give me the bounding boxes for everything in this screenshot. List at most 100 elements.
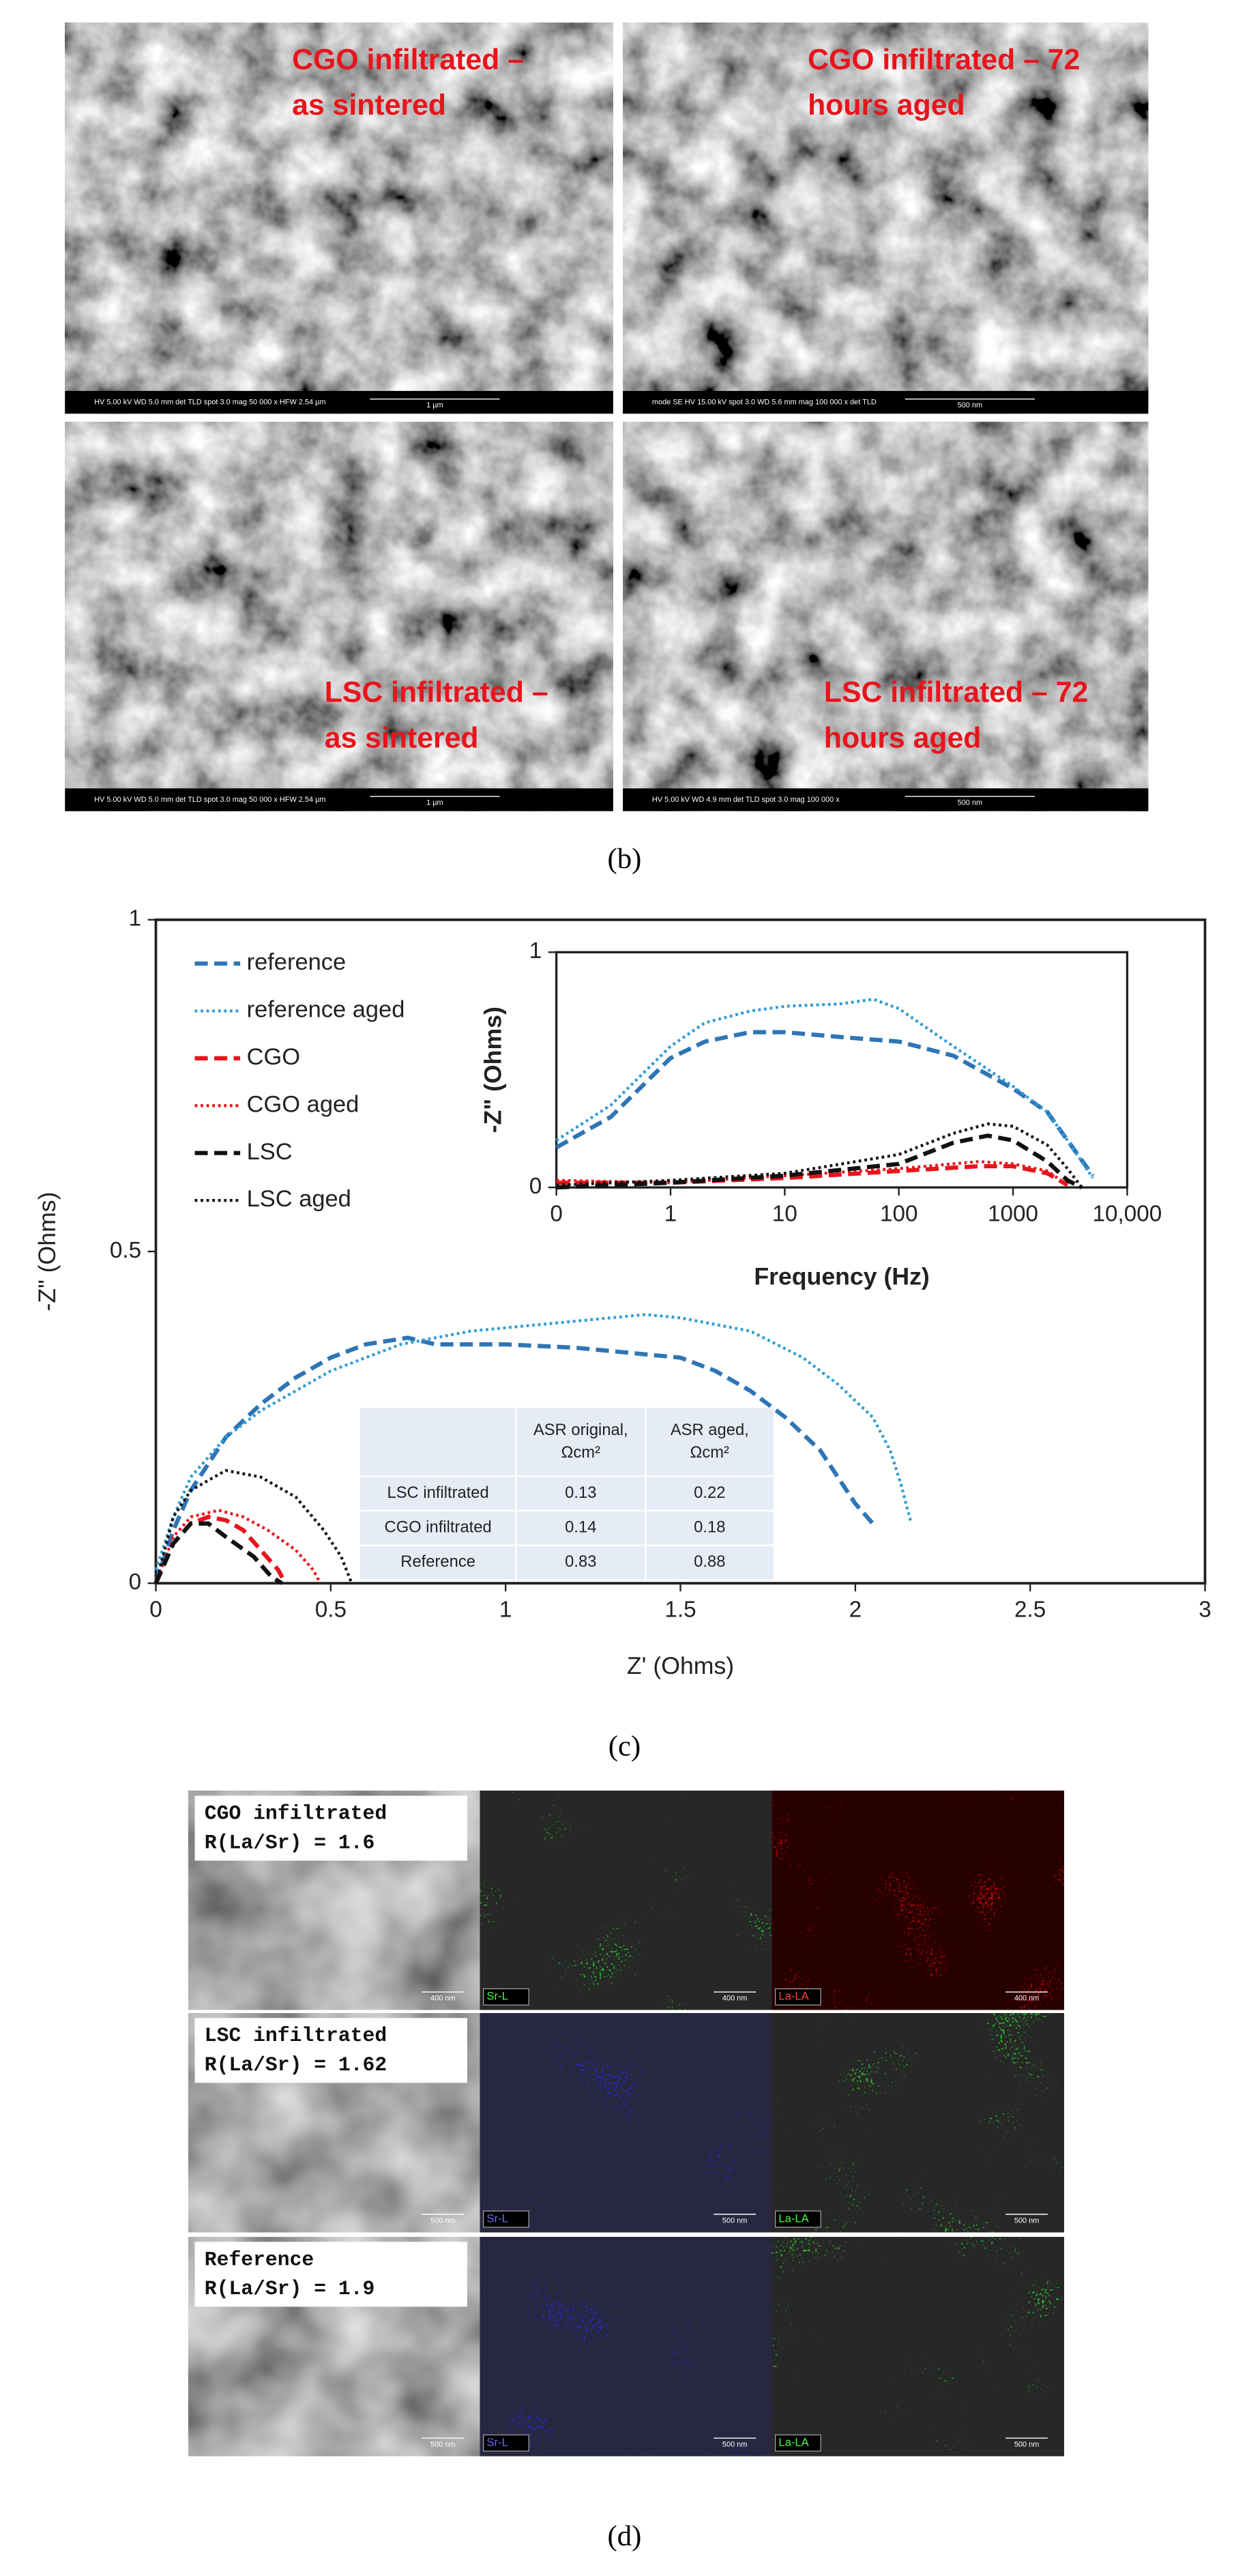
x-tick-label: 0 [149, 1597, 162, 1622]
x-tick-label: 2 [849, 1597, 862, 1622]
y-tick-label: 0.5 [110, 1238, 141, 1263]
map-tag-bg [774, 2210, 821, 2228]
panel-label: CGO infiltrated – [292, 44, 524, 76]
info-text: mode SE HV 15.00 kV spot 3.0 WD 5.6 mm m… [652, 398, 877, 406]
map-tag: La-LA [778, 1990, 809, 2003]
series-line [556, 1160, 1069, 1187]
y-tick-label: 1 [129, 906, 142, 931]
map-tag: La-LA [778, 2435, 809, 2448]
x-tick-label: 1.5 [664, 1597, 696, 1622]
map-tag-bg [483, 2434, 529, 2452]
table-header: Ωcm² [561, 1443, 600, 1462]
x-tick-label: 3 [1199, 1597, 1211, 1622]
panel-label: LSC infiltrated – 72 [824, 676, 1088, 709]
map-tag: Sr-L [486, 1990, 508, 2003]
scale-label: 500 nm [430, 2440, 455, 2448]
y-tick-label: 0 [529, 1174, 542, 1199]
table-cell: LSC infiltrated [387, 1484, 488, 1502]
series-line [153, 1521, 283, 1585]
panel-label: hours aged [808, 89, 965, 121]
sem-image [623, 23, 1149, 414]
legend-label: CGO aged [247, 1091, 359, 1117]
info-bar [623, 788, 1149, 811]
table-cell: Reference [400, 1552, 475, 1571]
sem-image [65, 23, 613, 414]
table-cell: 0.18 [694, 1518, 725, 1536]
scale-label: 500 nm [722, 2216, 747, 2225]
series-line [556, 1122, 1083, 1189]
legend-label: LSC [247, 1139, 293, 1165]
series-line [153, 1335, 875, 1584]
legend-label: reference aged [247, 997, 405, 1023]
table-cell: CGO infiltrated [385, 1518, 492, 1536]
y-tick-label: 0 [129, 1569, 142, 1595]
eds-label: LSC infiltrated [205, 2024, 387, 2047]
x-axis-label: Z' (Ohms) [627, 1652, 734, 1679]
panel-label: as sintered [325, 721, 479, 754]
scale-label: 500 nm [430, 2216, 455, 2225]
eds-label: R(La/Sr) = 1.6 [205, 1831, 375, 1854]
label-box [194, 2018, 467, 2083]
series-line [154, 1468, 353, 1584]
scale-label: 1 µm [426, 401, 443, 409]
table-cell: 0.88 [694, 1552, 725, 1571]
legend-label: reference [247, 949, 347, 975]
series-line [555, 1030, 1095, 1177]
scale-label: 400 nm [1014, 1995, 1039, 2003]
label-box [194, 2242, 467, 2307]
x-tick-label: 0 [550, 1201, 563, 1226]
info-bar [65, 788, 613, 811]
map-tag-bg [774, 1988, 821, 2006]
series-line [556, 1133, 1083, 1190]
x-tick-label: 1 [664, 1201, 677, 1226]
scale-label: 400 nm [722, 1995, 747, 2003]
series-line [154, 1508, 322, 1584]
table-cell: 0.13 [565, 1484, 596, 1502]
eds-map [480, 1791, 772, 2010]
eds-label: R(La/Sr) = 1.9 [205, 2277, 375, 2300]
scale-label: 500 nm [958, 799, 982, 807]
panel-label: LSC infiltrated – [325, 676, 548, 709]
table-cell: 0.22 [694, 1484, 725, 1502]
eds-label: R(La/Sr) = 1.62 [205, 2053, 387, 2076]
scale-label: 500 nm [1014, 2440, 1039, 2448]
table-header: Ωcm² [690, 1443, 729, 1462]
x-tick-label: 100 [880, 1201, 918, 1226]
info-bar [623, 390, 1149, 414]
eds-map [772, 2237, 1064, 2457]
x-tick-label: 10 [772, 1201, 797, 1226]
series-line [153, 1514, 287, 1584]
x-tick-label: 1000 [988, 1201, 1038, 1226]
scale-label: 500 nm [1014, 2216, 1039, 2225]
map-tag-bg [483, 1988, 529, 2006]
x-axis-label: Frequency (Hz) [754, 1263, 929, 1290]
y-axis-label: -Z" (Ohms) [33, 1192, 61, 1312]
x-tick-label: 2.5 [1014, 1597, 1046, 1622]
series-line [555, 998, 1094, 1179]
sem-image [65, 422, 613, 811]
y-tick-label: 1 [529, 938, 542, 964]
eds-map [480, 2013, 772, 2233]
eds-map [772, 2013, 1064, 2233]
y-axis-label: -Z" (Ohms) [480, 1007, 507, 1133]
map-tag: Sr-L [486, 2212, 508, 2225]
plot-frame [555, 951, 1129, 1189]
series-line [154, 1313, 913, 1571]
info-text: HV 5.00 kV WD 5.0 mm det TLD spot 3.0 ma… [94, 796, 325, 804]
table-cell: 0.14 [565, 1518, 596, 1536]
map-tag: La-LA [778, 2212, 809, 2225]
sem-image [623, 422, 1149, 811]
map-tag-bg [774, 2434, 821, 2452]
eds-label: Reference [205, 2248, 314, 2271]
caption: (d) [608, 2520, 642, 2552]
x-tick-label: 10,000 [1093, 1201, 1162, 1226]
legend-label: CGO [247, 1044, 300, 1070]
info-text: HV 5.00 kV WD 5.0 mm det TLD spot 3.0 ma… [94, 398, 325, 406]
eds-map [480, 2237, 772, 2457]
panel-label: hours aged [824, 721, 982, 754]
x-tick-label: 1 [499, 1597, 512, 1622]
table-header: ASR aged, [671, 1421, 749, 1439]
caption: (b) [608, 843, 642, 875]
